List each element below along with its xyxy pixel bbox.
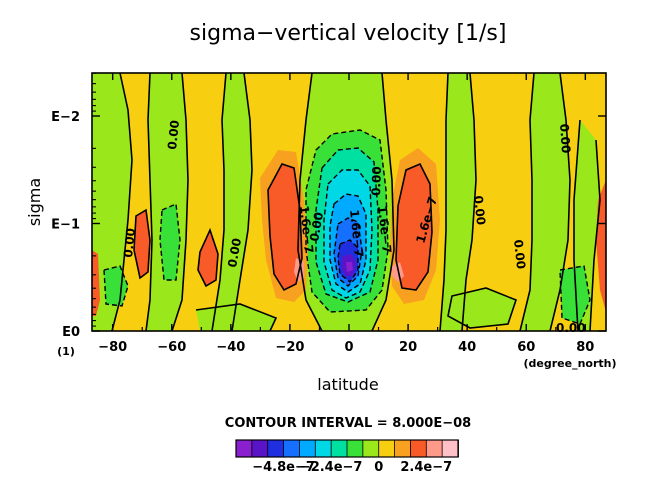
zero-contour-13 (589, 139, 601, 331)
zero-contour-6 (297, 73, 323, 331)
contour-label: 0.00 (556, 321, 586, 335)
zero-contour-3 (171, 73, 189, 331)
x-unit-label: (degree_north) (523, 357, 616, 370)
zero-contour-10 (519, 73, 535, 331)
colorbar-ticks: −4.8e−7−2.4e−7 0 2.4e−7 (252, 460, 452, 475)
pos-contour-midwest (197, 227, 219, 288)
contour-label: 0.00 (511, 239, 528, 270)
colorbar-frame (235, 439, 459, 458)
colorbar-swatch (267, 439, 285, 458)
pos-lobe-west (134, 210, 150, 278)
colorbar-swatch (441, 439, 459, 458)
colorbar-swatch (299, 439, 317, 458)
colorbar-tick-label: −4.8e−7 (252, 460, 315, 475)
green-band-southwest (146, 73, 188, 331)
contour-label: 0.00 (369, 166, 384, 196)
colorbar-tick-label: −2.4e−7 (300, 460, 363, 475)
zero-contour-2 (145, 73, 153, 331)
colorbar (235, 439, 459, 458)
negative-contour-lines (103, 129, 591, 325)
pos-lobe-midwest (198, 230, 218, 286)
neg-contour-2 (315, 147, 379, 303)
contour-labels: 0.00 0.00 0.00 0.00 0.00 0.00 0.00 0.00 … (121, 119, 586, 335)
colorbar-swatch (378, 439, 396, 458)
contour-lines (111, 73, 601, 331)
colorbar-swatch (425, 439, 444, 458)
green-band-far-west (92, 73, 132, 331)
contour-fills (92, 73, 606, 331)
x-tick-label: −40 (216, 340, 245, 355)
x-tick-label: −60 (157, 340, 186, 355)
contour-label: 0.00 (471, 195, 488, 226)
x-tick-label: 0 (344, 340, 353, 355)
neg-contour-9 (103, 265, 129, 307)
zero-contour-15 (195, 303, 278, 331)
neg-contour-7 (159, 202, 181, 281)
contour-label: 0.00 (165, 119, 182, 150)
x-tick-label: 60 (517, 340, 535, 355)
contour-interval: CONTOUR INTERVAL = 8.000E−08 (225, 416, 471, 431)
pos-contour-west (133, 208, 151, 280)
contour-label: 1.6e−7 (347, 209, 366, 258)
pos-contour-northeast (395, 162, 433, 291)
colorbar-swatch (314, 439, 333, 458)
zero-contour-4 (211, 73, 227, 331)
zero-contour-5 (231, 73, 253, 331)
green-core-north (560, 266, 590, 324)
green-core-southwest (160, 204, 180, 280)
chart-title: sigma−vertical velocity [1/s] (190, 21, 507, 46)
zero-contour-12 (573, 119, 581, 331)
green-band-north (520, 73, 570, 331)
colorbar-tick-label: 2.4e−7 (400, 460, 452, 475)
x-tick-label: −20 (275, 340, 304, 355)
pos-contour-southwest (267, 163, 303, 292)
neg-contour-6 (337, 239, 359, 284)
x-tick-label: 20 (399, 340, 417, 355)
contour-label: 1.6e−7 (297, 205, 316, 254)
zero-contour-7 (371, 73, 395, 331)
y-tick-label: E0 (62, 325, 80, 340)
colorbar-swatch (346, 439, 364, 458)
zero-contour-11 (549, 73, 571, 331)
y-unit-label: (1) (57, 345, 75, 358)
neg-level-8 (346, 262, 353, 272)
pos-lobe-southwest-core (268, 164, 302, 290)
x-tick-label: −80 (98, 340, 127, 355)
y-axis-label: sigma (25, 178, 44, 226)
colorbar-tick-label: 0 (374, 460, 383, 475)
plot-area: 0.00 0.00 0.00 0.00 0.00 0.00 0.00 0.00 … (91, 72, 607, 335)
contour-label: 1.6e−7 (375, 205, 394, 254)
neg-contour-8 (559, 265, 591, 325)
zero-contour-1 (111, 73, 133, 331)
colorbar-swatch (283, 439, 301, 458)
zero-contour-14 (447, 287, 517, 329)
y-axis: E−2 E−1 E0 (51, 72, 606, 340)
colorbar-swatch (410, 439, 428, 458)
zero-contour-9 (461, 73, 477, 331)
neg-contour-3 (323, 169, 373, 299)
contour-label: 0.00 (225, 237, 244, 269)
x-axis-label: latitude (317, 375, 378, 394)
colorbar-swatch (330, 439, 348, 458)
contour-label: 0.00 (557, 123, 573, 154)
x-tick-label: 80 (576, 340, 594, 355)
green-band-northmid (440, 73, 476, 331)
colorbar-swatch (251, 439, 269, 458)
y-tick-label: E−1 (51, 218, 80, 233)
neg-contour-5 (333, 217, 363, 287)
y-tick-label: E−2 (51, 110, 80, 125)
zero-contour-8 (439, 73, 449, 331)
x-tick-label: 40 (458, 340, 476, 355)
colorbar-swatch (235, 439, 253, 458)
contour-label: 0.00 (121, 227, 138, 258)
contour-label: 0.00 (307, 211, 326, 243)
colorbar-swatch (394, 439, 412, 458)
colorbar-swatch (362, 439, 380, 458)
pos-lobe-edge-west (92, 250, 100, 316)
pos-lobe-northeast-core (396, 164, 432, 290)
x-axis: −80 −60 −40 −20 0 20 40 60 80 (98, 73, 594, 355)
neg-contour-1 (305, 129, 389, 313)
